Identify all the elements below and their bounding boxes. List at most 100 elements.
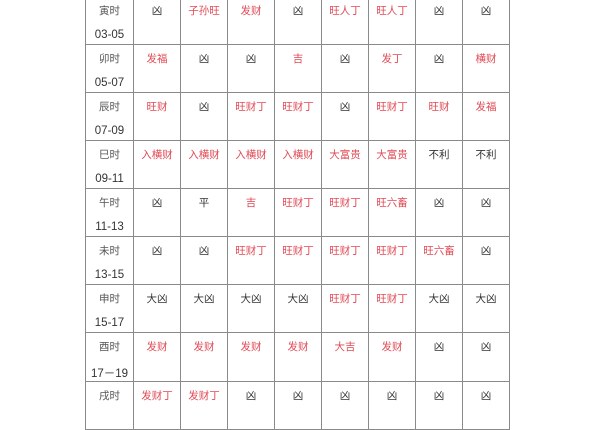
fortune-cell: 发财 xyxy=(227,332,275,382)
fortune-cell: 吉 xyxy=(274,44,322,93)
fortune-cell: 发财 xyxy=(368,332,416,382)
fortune-cell: 凶 xyxy=(321,381,369,430)
hour-name: 巳时 xyxy=(99,149,120,161)
hour-label-cell: 辰时 07-09 xyxy=(85,92,134,141)
table-row: 寅时 03-05 凶子孙旺 发财凶旺人丁 旺人丁凶凶 xyxy=(85,0,510,45)
fortune-cell: 入横财 xyxy=(180,140,228,189)
fortune-cell: 旺财丁 xyxy=(368,92,416,141)
fortune-cell: 凶 xyxy=(180,92,228,141)
fortune-cell: 入横财 xyxy=(274,140,322,189)
fortune-cell: 凶 xyxy=(274,0,322,45)
fortune-cell: 发财 xyxy=(133,332,181,382)
hour-label-cell: 未时 13-15 xyxy=(85,236,134,285)
fortune-cell: 大凶 xyxy=(133,284,181,333)
table-row: 卯时 05-07 发福凶凶吉凶发丁凶横财 xyxy=(85,44,510,93)
fortune-cell: 旺财 xyxy=(415,92,463,141)
fortune-cell: 凶 xyxy=(321,92,369,141)
fortune-cell: 大凶 xyxy=(415,284,463,333)
fortune-cell: 入横财 xyxy=(227,140,275,189)
fortune-cell: 发财 xyxy=(180,332,228,382)
fortune-cell: 旺财丁 xyxy=(227,92,275,141)
fortune-cell: 大吉 xyxy=(321,332,369,382)
hour-range: 03-05 xyxy=(94,29,125,41)
fortune-cell: 旺人丁 xyxy=(368,0,416,45)
fortune-cell: 凶 xyxy=(462,381,510,430)
fortune-cell: 凶 xyxy=(462,188,510,237)
fortune-cell: 不利 xyxy=(462,140,510,189)
table-row: 辰时 07-09 旺财凶旺财丁 旺财丁凶旺财丁 旺财 发福 xyxy=(85,92,510,141)
fortune-cell: 旺财丁 xyxy=(227,236,275,285)
hour-label-cell: 卯时 05-07 xyxy=(85,44,134,93)
hour-label-cell: 午时 11-13 xyxy=(85,188,134,237)
fortune-cell: 大凶 xyxy=(462,284,510,333)
fortune-cell: 旺六畜 xyxy=(368,188,416,237)
fortune-cell: 吉 xyxy=(227,188,275,237)
fortune-cell: 凶 xyxy=(227,44,275,93)
fortune-cell: 旺财丁 xyxy=(368,236,416,285)
fortune-cell: 不利 xyxy=(415,140,463,189)
fortune-cell: 凶 xyxy=(415,381,463,430)
hour-range: 11-13 xyxy=(95,221,124,233)
fortune-cell: 发福 xyxy=(462,92,510,141)
table-row: 未时 13-15 凶凶旺财丁 旺财丁 旺财丁 旺财丁 旺六畜凶 xyxy=(85,236,510,285)
fortune-cell: 大凶 xyxy=(180,284,228,333)
fortune-cell: 发丁 xyxy=(368,44,416,93)
fortune-cell: 旺人丁 xyxy=(321,0,369,45)
fortune-cell: 凶 xyxy=(180,236,228,285)
fortune-cell: 大凶 xyxy=(274,284,322,333)
hour-label-cell: 申时 15-17 xyxy=(85,284,134,333)
fortune-cell: 旺财丁 xyxy=(321,236,369,285)
table-row: 巳时 09-11 入横财 入横财 入横财 入横财 大富贵 大富贵 不利 不利 xyxy=(85,140,510,189)
fortune-cell: 入横财 xyxy=(133,140,181,189)
hour-name: 辰时 xyxy=(99,101,120,113)
fortune-cell: 旺财丁 xyxy=(274,188,322,237)
fortune-cell: 凶 xyxy=(415,332,463,382)
hour-name: 未时 xyxy=(99,245,120,257)
fortune-cell: 凶 xyxy=(462,332,510,382)
table-row: 午时 11-13 凶平吉旺财丁 旺财丁 旺六畜凶凶 xyxy=(85,188,510,237)
hour-label-cell: 寅时 03-05 xyxy=(85,0,134,45)
fortune-cell: 凶 xyxy=(415,188,463,237)
fortune-cell: 凶 xyxy=(462,0,510,45)
fortune-cell: 大富贵 xyxy=(321,140,369,189)
fortune-cell: 旺财 xyxy=(133,92,181,141)
fortune-cell: 凶 xyxy=(462,236,510,285)
fortune-cell: 旺财丁 xyxy=(274,92,322,141)
table-row: 申时 15-17 大凶 大凶 大凶 大凶 旺财丁 旺财丁 大凶 大凶 xyxy=(85,284,510,333)
hour-range: 13-15 xyxy=(94,269,125,281)
fortune-cell: 发财丁 xyxy=(180,381,228,430)
hour-range: 17－19 xyxy=(90,368,129,380)
fortune-cell: 平 xyxy=(180,188,228,237)
fortune-cell: 发福 xyxy=(133,44,181,93)
fortune-cell: 凶 xyxy=(133,0,181,45)
hour-name: 卯时 xyxy=(99,53,120,65)
fortune-cell: 凶 xyxy=(321,44,369,93)
fortune-cell: 凶 xyxy=(415,44,463,93)
hour-range: 07-09 xyxy=(94,125,125,137)
fortune-cell: 大凶 xyxy=(227,284,275,333)
fortune-cell: 大富贵 xyxy=(368,140,416,189)
fortune-cell: 旺财丁 xyxy=(321,284,369,333)
fortune-cell: 发财 xyxy=(227,0,275,45)
hour-range: 15-17 xyxy=(94,317,125,329)
table-row: 酉时 17－19 发财 发财 发财 发财 大吉 发财凶凶 xyxy=(85,332,510,382)
fortune-cell: 发财 xyxy=(274,332,322,382)
hour-fortune-table: 寅时 03-05 凶子孙旺 发财凶旺人丁 旺人丁凶凶卯时 05-07 发福凶凶吉凶发丁凶横财… xyxy=(85,0,510,430)
hour-name: 申时 xyxy=(99,293,120,305)
fortune-cell: 凶 xyxy=(415,0,463,45)
fortune-cell: 凶 xyxy=(133,188,181,237)
fortune-cell: 子孙旺 xyxy=(180,0,228,45)
fortune-cell: 横财 xyxy=(462,44,510,93)
table-row: 戌时 发财丁 发财丁凶凶凶凶凶凶 xyxy=(85,381,510,430)
hour-label-cell: 巳时 09-11 xyxy=(85,140,134,189)
hour-name: 戌时 xyxy=(99,390,120,402)
hour-range: 09-11 xyxy=(95,173,124,185)
fortune-cell: 旺财丁 xyxy=(368,284,416,333)
hour-name: 寅时 xyxy=(99,5,120,17)
hour-name: 午时 xyxy=(99,197,120,209)
fortune-cell: 旺财丁 xyxy=(321,188,369,237)
fortune-cell: 旺六畜 xyxy=(415,236,463,285)
hour-range: 05-07 xyxy=(94,77,125,89)
fortune-cell: 凶 xyxy=(274,381,322,430)
hour-label-cell: 戌时 xyxy=(85,381,134,430)
